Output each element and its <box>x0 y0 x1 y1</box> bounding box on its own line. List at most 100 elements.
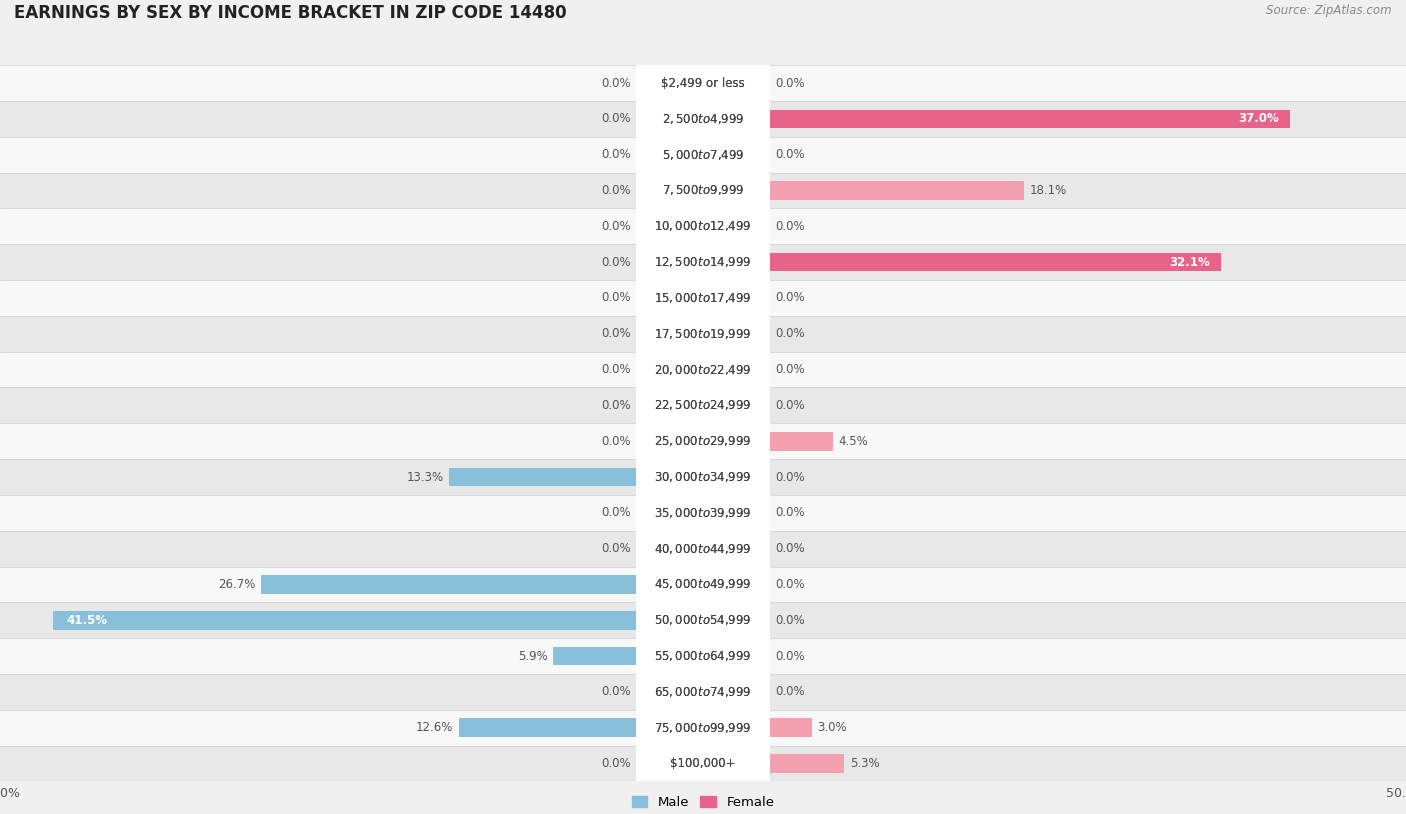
Bar <box>458 719 637 737</box>
Text: $65,000 to $74,999: $65,000 to $74,999 <box>654 685 752 699</box>
Text: $30,000 to $34,999: $30,000 to $34,999 <box>654 470 752 484</box>
Bar <box>0 746 1406 781</box>
Text: 0.0%: 0.0% <box>600 363 630 376</box>
Text: 0.0%: 0.0% <box>776 650 806 663</box>
Text: $25,000 to $29,999: $25,000 to $29,999 <box>654 434 752 449</box>
Text: 13.3%: 13.3% <box>406 470 444 484</box>
Text: 0.0%: 0.0% <box>776 363 806 376</box>
Bar <box>0 101 1406 137</box>
Bar <box>0 387 1406 423</box>
Text: $5,000 to $7,499: $5,000 to $7,499 <box>662 147 744 162</box>
Text: $45,000 to $49,999: $45,000 to $49,999 <box>654 577 752 592</box>
Text: 0.0%: 0.0% <box>600 148 630 161</box>
Bar <box>0 244 1406 280</box>
Text: 0.0%: 0.0% <box>776 148 806 161</box>
Text: $10,000 to $12,499: $10,000 to $12,499 <box>654 219 752 234</box>
Text: 37.0%: 37.0% <box>1239 112 1279 125</box>
Text: 0.0%: 0.0% <box>776 614 806 627</box>
Text: $50,000 to $54,999: $50,000 to $54,999 <box>654 613 752 628</box>
Text: $2,500 to $4,999: $2,500 to $4,999 <box>662 112 744 126</box>
Text: $2,499 or less: $2,499 or less <box>661 77 745 90</box>
Text: 4.5%: 4.5% <box>838 435 869 448</box>
Text: $20,000 to $22,499: $20,000 to $22,499 <box>654 362 752 377</box>
Bar <box>637 65 770 781</box>
Text: $75,000 to $99,999: $75,000 to $99,999 <box>654 720 752 735</box>
Legend: Male, Female: Male, Female <box>626 790 780 814</box>
Text: 0.0%: 0.0% <box>600 112 630 125</box>
Text: 0.0%: 0.0% <box>776 470 806 484</box>
Text: $100,000+: $100,000+ <box>671 757 735 770</box>
Text: $15,000 to $17,499: $15,000 to $17,499 <box>654 291 752 305</box>
Text: $35,000 to $39,999: $35,000 to $39,999 <box>654 505 752 520</box>
Text: $40,000 to $44,999: $40,000 to $44,999 <box>654 541 752 556</box>
Bar <box>262 575 637 593</box>
Bar <box>0 531 1406 567</box>
Text: $7,500 to $9,999: $7,500 to $9,999 <box>662 183 744 198</box>
Bar <box>770 432 832 450</box>
Text: 0.0%: 0.0% <box>600 542 630 555</box>
Text: $25,000 to $29,999: $25,000 to $29,999 <box>654 434 752 449</box>
Bar <box>770 755 844 772</box>
Text: $5,000 to $7,499: $5,000 to $7,499 <box>662 147 744 162</box>
Text: $7,500 to $9,999: $7,500 to $9,999 <box>662 183 744 198</box>
Bar <box>637 65 770 781</box>
Text: 0.0%: 0.0% <box>776 578 806 591</box>
Text: $50,000 to $54,999: $50,000 to $54,999 <box>654 613 752 628</box>
Text: 0.0%: 0.0% <box>600 757 630 770</box>
Text: 0.0%: 0.0% <box>776 506 806 519</box>
Text: 0.0%: 0.0% <box>776 291 806 304</box>
Text: 12.6%: 12.6% <box>416 721 453 734</box>
Bar <box>450 468 637 486</box>
Bar <box>770 253 1220 271</box>
Bar <box>0 316 1406 352</box>
Bar <box>770 719 813 737</box>
Bar <box>0 710 1406 746</box>
Text: 3.0%: 3.0% <box>818 721 848 734</box>
Text: $55,000 to $64,999: $55,000 to $64,999 <box>654 649 752 663</box>
Text: $2,500 to $4,999: $2,500 to $4,999 <box>662 112 744 126</box>
Text: $2,499 or less: $2,499 or less <box>661 77 745 90</box>
Text: $35,000 to $39,999: $35,000 to $39,999 <box>654 505 752 520</box>
Bar <box>0 602 1406 638</box>
Text: $12,500 to $14,999: $12,500 to $14,999 <box>654 255 752 269</box>
Bar <box>770 110 1291 128</box>
Text: 0.0%: 0.0% <box>600 399 630 412</box>
Text: 26.7%: 26.7% <box>218 578 256 591</box>
Text: $17,500 to $19,999: $17,500 to $19,999 <box>654 326 752 341</box>
Text: $40,000 to $44,999: $40,000 to $44,999 <box>654 541 752 556</box>
Text: $17,500 to $19,999: $17,500 to $19,999 <box>654 326 752 341</box>
Text: 0.0%: 0.0% <box>776 542 806 555</box>
Text: 0.0%: 0.0% <box>776 77 806 90</box>
Bar <box>0 137 1406 173</box>
Bar <box>0 208 1406 244</box>
Text: $100,000+: $100,000+ <box>671 757 735 770</box>
Text: 0.0%: 0.0% <box>600 77 630 90</box>
Text: 41.5%: 41.5% <box>66 614 108 627</box>
Text: 0.0%: 0.0% <box>600 435 630 448</box>
Text: 5.3%: 5.3% <box>849 757 880 770</box>
Bar <box>0 173 1406 208</box>
Text: 0.0%: 0.0% <box>776 220 806 233</box>
Text: $75,000 to $99,999: $75,000 to $99,999 <box>654 720 752 735</box>
Bar <box>53 611 637 629</box>
Text: 0.0%: 0.0% <box>600 184 630 197</box>
Text: 0.0%: 0.0% <box>600 220 630 233</box>
Bar <box>0 65 1406 101</box>
Text: 0.0%: 0.0% <box>600 685 630 698</box>
Bar <box>0 567 1406 602</box>
Text: 0.0%: 0.0% <box>600 327 630 340</box>
Bar <box>0 423 1406 459</box>
Text: $45,000 to $49,999: $45,000 to $49,999 <box>654 577 752 592</box>
Text: 32.1%: 32.1% <box>1170 256 1209 269</box>
Bar <box>554 647 637 665</box>
Text: 5.9%: 5.9% <box>517 650 547 663</box>
Text: Source: ZipAtlas.com: Source: ZipAtlas.com <box>1267 4 1392 17</box>
Text: $22,500 to $24,999: $22,500 to $24,999 <box>654 398 752 413</box>
Text: 0.0%: 0.0% <box>776 685 806 698</box>
Text: 0.0%: 0.0% <box>600 291 630 304</box>
Text: $30,000 to $34,999: $30,000 to $34,999 <box>654 470 752 484</box>
Text: $15,000 to $17,499: $15,000 to $17,499 <box>654 291 752 305</box>
Text: 0.0%: 0.0% <box>600 256 630 269</box>
Text: 0.0%: 0.0% <box>776 399 806 412</box>
Text: $10,000 to $12,499: $10,000 to $12,499 <box>654 219 752 234</box>
